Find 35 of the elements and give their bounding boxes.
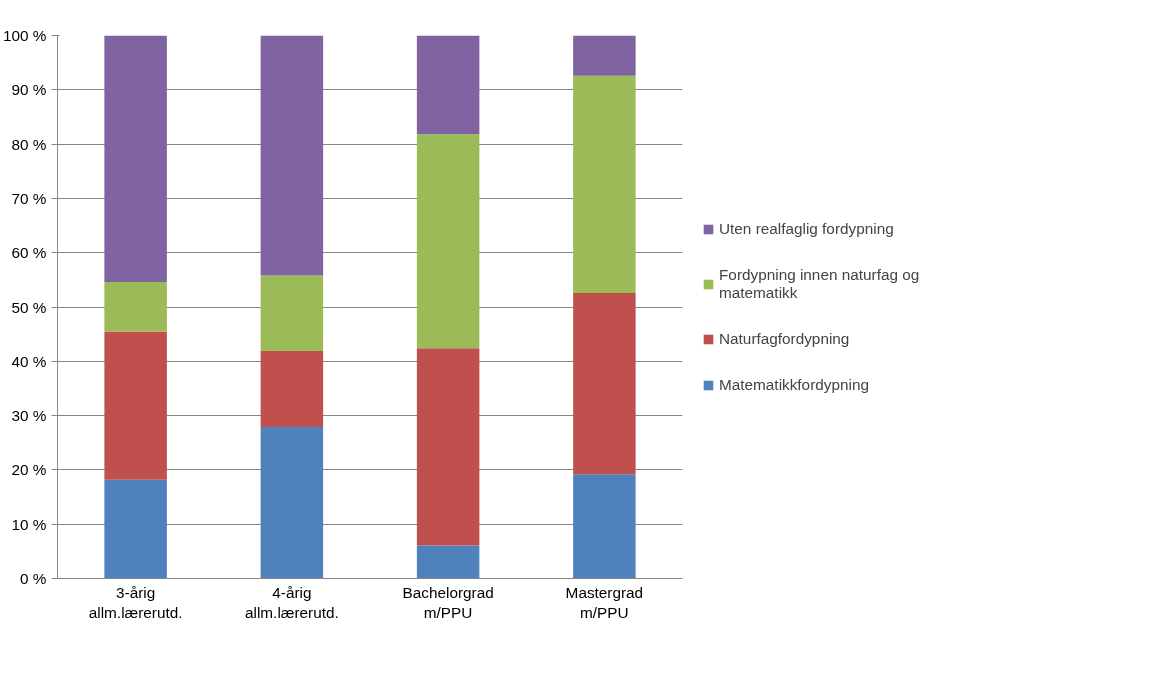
x-tick-label: Mastergrad m/PPU bbox=[565, 583, 644, 621]
x-tick-label: Bachelorgrad m/PPU bbox=[402, 583, 494, 621]
y-tick-label: 40 % bbox=[11, 352, 47, 370]
y-tick-label: 50 % bbox=[11, 298, 47, 316]
bar bbox=[104, 479, 167, 579]
y-tick-label: 0 % bbox=[20, 570, 47, 587]
bar bbox=[573, 474, 636, 579]
bar bbox=[573, 75, 636, 293]
y-tick-label: 10 % bbox=[11, 515, 47, 533]
bar bbox=[260, 427, 324, 579]
legend-label: Naturfagfordypning bbox=[719, 329, 850, 348]
bar bbox=[260, 350, 324, 427]
y-tick-label: 100 % bbox=[3, 27, 47, 44]
bar bbox=[260, 35, 324, 276]
legend-label: Uten realfaglig fordypning bbox=[719, 219, 894, 238]
bar bbox=[260, 275, 324, 351]
bar bbox=[104, 282, 167, 332]
bar bbox=[104, 35, 167, 283]
bar bbox=[416, 134, 480, 349]
y-tick-label: 60 % bbox=[11, 244, 47, 262]
y-tick-label: 80 % bbox=[11, 135, 47, 153]
bar bbox=[573, 35, 636, 76]
legend-label: Fordypning innen naturfag og matematikk bbox=[719, 265, 920, 302]
y-tick-label: 90 % bbox=[11, 81, 47, 99]
y-tick-label: 70 % bbox=[11, 189, 47, 207]
y-tick-label: 20 % bbox=[11, 461, 47, 479]
x-tick-label: 4-årig allm.lærerutd. bbox=[245, 583, 339, 621]
bar bbox=[416, 348, 480, 546]
x-tick-label: 3-årig allm.lærerutd. bbox=[88, 583, 183, 621]
bar bbox=[416, 545, 480, 579]
y-tick-label: 30 % bbox=[11, 407, 47, 425]
legend-label: Matematikkfordypning bbox=[719, 375, 869, 394]
bar bbox=[104, 331, 167, 480]
bar bbox=[416, 35, 480, 135]
bar bbox=[573, 292, 636, 475]
